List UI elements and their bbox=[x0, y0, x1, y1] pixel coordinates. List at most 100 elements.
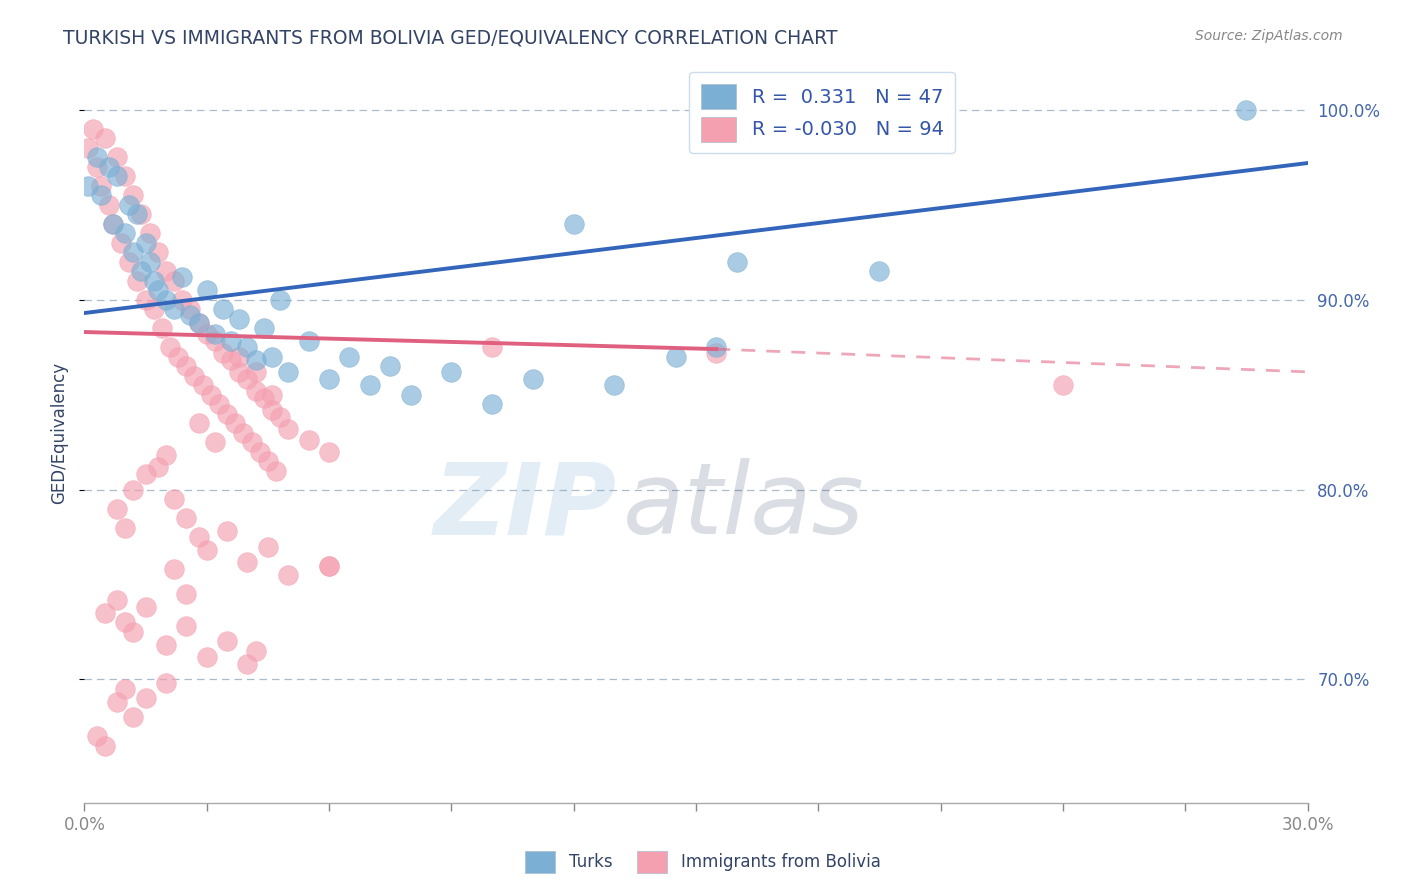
Point bbox=[195, 543, 218, 558]
Point bbox=[101, 217, 124, 231]
Point bbox=[257, 540, 280, 554]
Point bbox=[228, 365, 250, 379]
Point bbox=[105, 501, 128, 516]
Point bbox=[174, 511, 197, 525]
Point bbox=[122, 245, 145, 260]
Point bbox=[277, 422, 299, 436]
Point bbox=[97, 160, 120, 174]
Point bbox=[146, 459, 169, 474]
Point bbox=[118, 254, 141, 268]
Point bbox=[174, 359, 197, 374]
Point bbox=[138, 227, 160, 241]
Point bbox=[318, 558, 340, 573]
Point bbox=[236, 372, 259, 386]
Point bbox=[163, 274, 186, 288]
Point bbox=[228, 311, 250, 326]
Point bbox=[77, 141, 100, 155]
Point bbox=[665, 350, 688, 364]
Point bbox=[179, 308, 201, 322]
Point bbox=[101, 217, 124, 231]
Point bbox=[195, 283, 218, 297]
Point bbox=[86, 160, 108, 174]
Legend: R =  0.331   N = 47, R = -0.030   N = 94: R = 0.331 N = 47, R = -0.030 N = 94 bbox=[689, 72, 955, 153]
Point bbox=[97, 198, 120, 212]
Point bbox=[260, 402, 283, 417]
Point bbox=[155, 676, 177, 690]
Point bbox=[869, 264, 891, 278]
Text: Source: ZipAtlas.com: Source: ZipAtlas.com bbox=[1195, 29, 1343, 43]
Point bbox=[163, 491, 186, 506]
Point bbox=[236, 340, 259, 354]
Point bbox=[217, 524, 239, 539]
Point bbox=[212, 302, 235, 317]
Point bbox=[240, 435, 263, 450]
Point bbox=[253, 321, 276, 335]
Point bbox=[245, 644, 267, 658]
Point bbox=[562, 217, 585, 231]
Text: TURKISH VS IMMIGRANTS FROM BOLIVIA GED/EQUIVALENCY CORRELATION CHART: TURKISH VS IMMIGRANTS FROM BOLIVIA GED/E… bbox=[63, 29, 838, 47]
Point bbox=[105, 169, 128, 184]
Point bbox=[122, 188, 145, 202]
Point bbox=[245, 384, 267, 398]
Point bbox=[150, 321, 173, 335]
Point bbox=[204, 334, 226, 349]
Point bbox=[138, 254, 160, 268]
Point bbox=[269, 293, 291, 307]
Point bbox=[155, 638, 177, 652]
Point bbox=[219, 353, 242, 368]
Point bbox=[135, 600, 157, 615]
Point bbox=[187, 316, 209, 330]
Point bbox=[277, 365, 299, 379]
Point bbox=[82, 121, 104, 136]
Legend: Turks, Immigrants from Bolivia: Turks, Immigrants from Bolivia bbox=[519, 845, 887, 880]
Point bbox=[155, 449, 177, 463]
Point bbox=[725, 254, 748, 268]
Point bbox=[260, 387, 283, 401]
Point bbox=[114, 520, 136, 534]
Point bbox=[187, 316, 209, 330]
Point bbox=[90, 188, 112, 202]
Point bbox=[86, 150, 108, 164]
Point bbox=[219, 334, 242, 349]
Point bbox=[155, 264, 177, 278]
Point bbox=[339, 350, 361, 364]
Point bbox=[208, 397, 231, 411]
Point bbox=[114, 227, 136, 241]
Point bbox=[318, 372, 340, 386]
Point bbox=[481, 340, 503, 354]
Point bbox=[359, 378, 381, 392]
Point bbox=[90, 178, 112, 193]
Point bbox=[187, 416, 209, 430]
Point bbox=[191, 378, 214, 392]
Point bbox=[114, 681, 136, 696]
Point bbox=[142, 274, 165, 288]
Point bbox=[135, 235, 157, 250]
Point bbox=[298, 334, 321, 349]
Point bbox=[217, 634, 239, 648]
Point bbox=[224, 416, 246, 430]
Point bbox=[440, 365, 463, 379]
Point bbox=[269, 410, 291, 425]
Point bbox=[195, 326, 218, 341]
Point bbox=[212, 346, 235, 360]
Point bbox=[1236, 103, 1258, 117]
Point bbox=[86, 730, 108, 744]
Point bbox=[146, 283, 169, 297]
Point bbox=[159, 340, 181, 354]
Point bbox=[236, 657, 259, 672]
Point bbox=[127, 207, 149, 221]
Point bbox=[245, 353, 267, 368]
Point bbox=[172, 269, 194, 284]
Point bbox=[122, 624, 145, 639]
Point bbox=[253, 392, 276, 406]
Point bbox=[135, 293, 157, 307]
Point bbox=[603, 378, 626, 392]
Point bbox=[236, 555, 259, 569]
Point bbox=[522, 372, 544, 386]
Point bbox=[183, 368, 205, 383]
Point bbox=[706, 340, 728, 354]
Point bbox=[93, 739, 115, 753]
Point bbox=[204, 435, 226, 450]
Point bbox=[232, 425, 254, 440]
Point bbox=[200, 387, 222, 401]
